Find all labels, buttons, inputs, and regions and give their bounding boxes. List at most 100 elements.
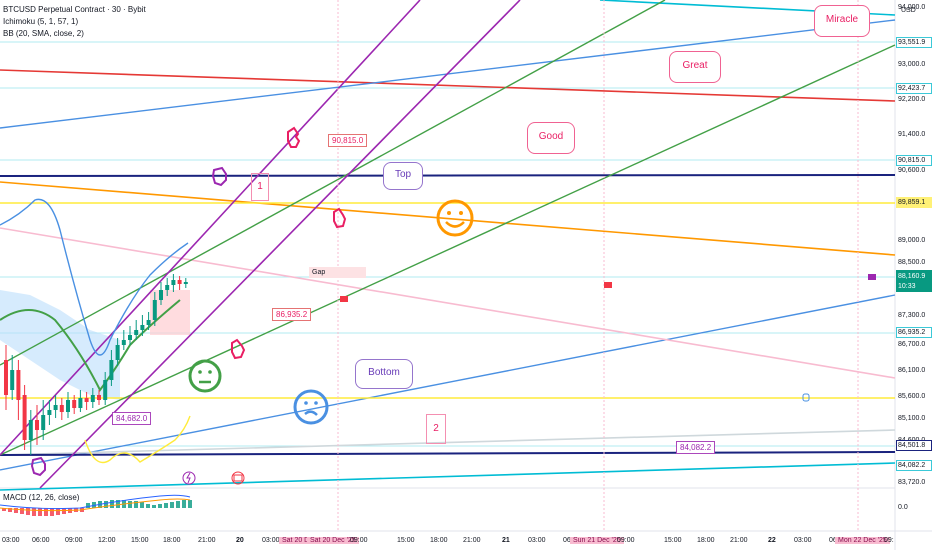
red-trendline [0,69,896,102]
calendar-icon [231,471,245,485]
blue-trendline-mid [0,294,896,471]
macd-bar [188,500,192,508]
price-tick: 86,100.0 [898,367,926,374]
macd-bar [32,508,36,516]
smiley-neutral-icon [188,359,222,393]
macd-bar [158,504,162,508]
hand-point-icon [211,166,227,187]
candle-body [16,370,21,400]
macd-bar [182,500,186,508]
price-tick: 94,000.0 [898,4,926,11]
note-bubble-miracle[interactable]: Miracle [814,5,870,37]
bb-legend[interactable]: BB (20, SMA, close, 2) [3,29,84,38]
candle-body [90,395,95,402]
time-label-highlight: Sat 20 Dec '25 [307,537,359,544]
candle-body [165,285,170,290]
cyan-trendline-bottom [0,462,896,491]
price-callout[interactable]: 90,815.0 [328,134,368,147]
price-tick: 88,500.0 [898,259,926,266]
time-label: 15:00 [397,537,415,544]
macd-bar [146,504,150,508]
candle-body [128,335,132,340]
candle-body [171,280,176,285]
time-label: 09:00 [65,537,83,544]
current-price-badge: 88,160.9 10:33 [896,270,932,292]
macd-signal-line [0,498,191,512]
price-badge: 92,423.7 [896,83,932,94]
gap-label[interactable]: Gap [309,267,366,278]
time-label: 03:00 [2,537,20,544]
ichimoku-legend[interactable]: Ichimoku (5, 1, 57, 1) [3,17,79,26]
note-bubble-top[interactable]: Top [383,162,423,190]
time-label: 06:00 [32,537,50,544]
note-bubble-great[interactable]: Great [669,51,721,83]
macd-bar [8,508,12,512]
macd-legend[interactable]: MACD (12, 26, close) [3,493,80,502]
time-label: 03:00 [262,537,280,544]
candle-body [146,320,151,325]
price-tick: 93,000.0 [898,61,926,68]
candle-body [84,398,89,402]
candle-body [72,400,77,408]
candle-body [53,405,58,410]
price-callout[interactable]: 84,682.0 [112,412,152,425]
price-callout[interactable]: 86,935.2 [272,308,312,321]
time-label-highlight: Sun 21 Dec '25 [570,537,624,544]
time-label: 20 [236,537,244,544]
smiley-confused-icon [293,389,329,425]
macd-bar [176,501,180,508]
price-tick: 86,700.0 [898,341,926,348]
macd-bar [26,508,30,515]
time-label: 22 [768,537,776,544]
candle-body [140,325,145,330]
candle-body [66,400,70,412]
flag-icon [868,274,876,280]
candlestick-series [4,274,188,455]
macd-bar [44,508,48,516]
candle-body [121,340,126,345]
wave-label-2[interactable]: 2 [426,414,446,444]
macd-bar [38,508,42,516]
navy-level-top [0,174,896,177]
time-label: 03:00 [528,537,546,544]
note-bubble-good[interactable]: Good [527,122,575,154]
smiley-happy-icon [436,199,474,237]
price-callout[interactable]: 84,082.2 [676,441,716,454]
currency-label[interactable]: USD [901,7,916,14]
price-badge: 84,082.2 [896,460,932,471]
candle-body [35,420,39,430]
macd-bar [170,502,174,508]
green-trendline-upper [0,0,666,366]
macd-bar [104,501,108,508]
candle-body [159,290,163,300]
price-tick: 85,600.0 [898,393,926,400]
candle-body [59,405,64,412]
time-label: 21:00 [730,537,748,544]
purple-channel-lower [39,0,521,489]
time-label: 09:00 [350,537,368,544]
time-label: 15:00 [664,537,682,544]
candle-body [10,370,15,390]
macd-bar [56,508,60,515]
hand-point-icon [287,126,301,148]
candle-body [103,380,108,400]
hand-point-icon [30,456,46,477]
wave-label-1[interactable]: 1 [251,173,269,201]
note-bubble-bottom[interactable]: Bottom [355,359,413,389]
candle-body [28,420,33,440]
time-label: 03:00 [794,537,812,544]
navy-level-bottom [0,451,896,456]
purple-channel-upper [0,0,421,456]
gray-trendline [0,429,896,456]
candle-body [152,300,157,320]
macd-bar [110,500,114,508]
bb-lower-curve [84,415,191,464]
time-label: 06 [563,537,571,544]
symbol-title[interactable]: BTCUSD Perpetual Contract · 30 · Bybit [3,5,146,14]
macd-bar [14,508,18,513]
alert-marker [802,393,810,402]
macd-bar [20,508,24,514]
time-label: 06 [829,537,837,544]
macd-bar [50,508,54,516]
